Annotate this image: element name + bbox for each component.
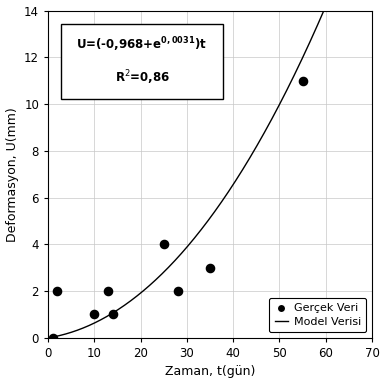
Point	[91, 311, 97, 318]
Text: U=(-0,968+e$^{\mathbf{0,0031}}$)t: U=(-0,968+e$^{\mathbf{0,0031}}$)t	[77, 36, 208, 54]
Point	[105, 288, 111, 294]
Text: R$^{2}$=0,86: R$^{2}$=0,86	[115, 68, 169, 87]
Y-axis label: Deformasyon, U(mm): Deformasyon, U(mm)	[5, 107, 18, 242]
FancyBboxPatch shape	[61, 24, 223, 99]
Point	[207, 265, 213, 271]
Point	[175, 288, 181, 294]
Point	[50, 335, 56, 341]
Point	[300, 78, 306, 84]
Point	[161, 241, 167, 247]
Legend: Gerçek Veri, Model Verisi: Gerçek Veri, Model Verisi	[269, 298, 367, 332]
Point	[54, 288, 60, 294]
X-axis label: Zaman, t(gün): Zaman, t(gün)	[165, 366, 255, 379]
Point	[110, 311, 116, 318]
